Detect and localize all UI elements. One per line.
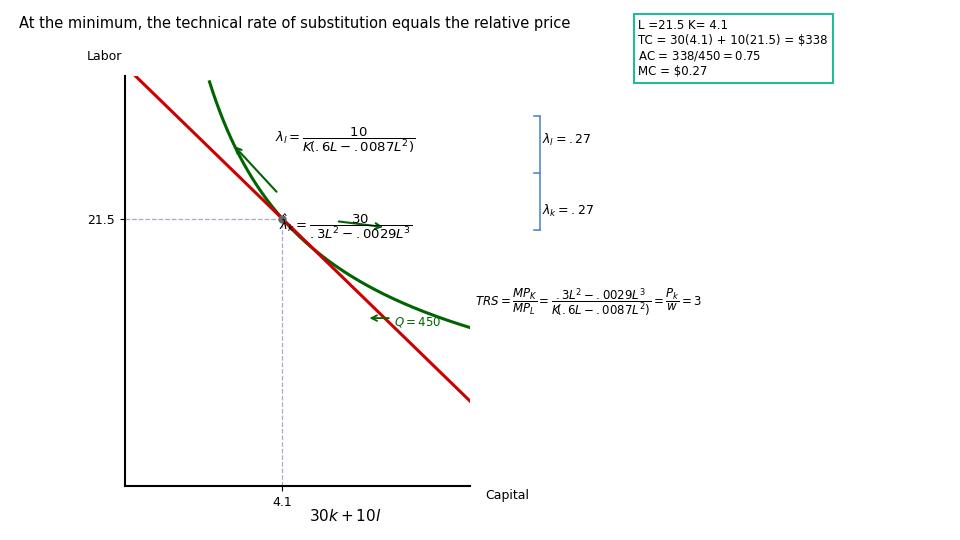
Text: $\hat{\lambda}_k = \dfrac{30}{.3L^2 - .0029L^3}$: $\hat{\lambda}_k = \dfrac{30}{.3L^2 - .0… [279,212,412,241]
Text: $\lambda_l = \dfrac{10}{K\!\left(.6L - .0087L^2\right)}$: $\lambda_l = \dfrac{10}{K\!\left(.6L - .… [276,126,416,155]
Text: Capital: Capital [485,489,529,502]
Text: $\lambda_l = .27$: $\lambda_l = .27$ [542,132,591,149]
Text: $Q = 450$: $Q = 450$ [394,315,441,329]
Text: $TRS = \dfrac{MP_K}{MP_L} = \dfrac{.3L^2 - .0029L^3}{K\!\left(.6L - .0087L^2\rig: $TRS = \dfrac{MP_K}{MP_L} = \dfrac{.3L^2… [475,286,702,319]
Text: At the minimum, the technical rate of substitution equals the relative price: At the minimum, the technical rate of su… [19,16,570,31]
Y-axis label: Labor: Labor [86,50,122,63]
Text: $\lambda_k = .27$: $\lambda_k = .27$ [542,202,594,219]
Text: L =21.5 K= 4.1
TC = 30(4.1) + 10(21.5) = $338
AC = $338/450 = $0.75
MC = $0.27: L =21.5 K= 4.1 TC = 30(4.1) + 10(21.5) =… [638,19,828,78]
Text: $30k + 10l$: $30k + 10l$ [309,508,382,524]
